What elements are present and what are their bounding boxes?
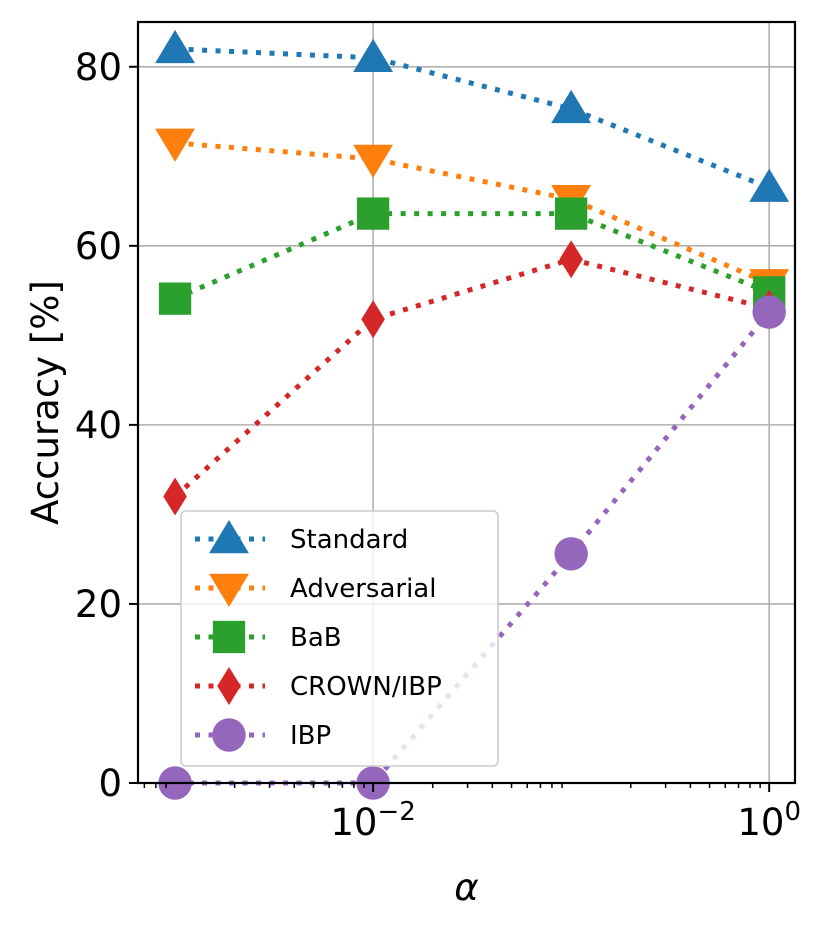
y-tick-label: 80 [75, 46, 122, 89]
data-point [554, 537, 588, 571]
legend-label: BaB [290, 623, 342, 653]
series-standard [155, 29, 790, 202]
series-line [174, 46, 771, 190]
data-point [752, 295, 786, 329]
legend-marker [212, 718, 246, 752]
data-point [559, 240, 583, 279]
data-point [155, 29, 196, 64]
y-axis-label: Accuracy [%] [24, 280, 67, 525]
y-tick-label: 0 [98, 762, 122, 805]
y-tick-label: 20 [75, 583, 122, 626]
legend-label: CROWN/IBP [290, 672, 442, 702]
data-point [551, 89, 592, 124]
legend-box [180, 510, 499, 767]
legend-marker [217, 667, 241, 705]
data-point [361, 300, 385, 339]
legend-marker [209, 573, 249, 607]
legend-label: Adversarial [290, 574, 436, 604]
legend: Standard Adversarial BaB CROWN/IBP IBP [180, 510, 499, 767]
data-point [554, 197, 588, 230]
series-line [173, 256, 770, 499]
legend-item: CROWN/IBP [195, 667, 442, 705]
legend-item: IBP [195, 718, 331, 752]
x-tick-label: 100 [737, 797, 801, 844]
data-point [353, 38, 394, 73]
x-tick-label: 10−2 [330, 797, 415, 844]
y-tick-label: 60 [75, 225, 122, 268]
legend-label: Standard [290, 525, 408, 555]
series-line [174, 140, 771, 286]
legend-item: BaB [195, 620, 342, 654]
data-point [356, 197, 390, 230]
legend-item: Adversarial [195, 573, 436, 607]
x-axis-label: α [454, 866, 478, 909]
data-point [163, 477, 187, 516]
plot-frame [136, 20, 797, 785]
y-tick-label: 40 [75, 404, 122, 447]
data-point [353, 144, 394, 178]
data-point [749, 168, 790, 202]
data-point [155, 128, 196, 162]
legend-label: IBP [290, 721, 331, 751]
series-bab [158, 197, 786, 315]
legend-marker [209, 520, 249, 554]
series-layer [155, 29, 790, 800]
legend-item: Standard [195, 520, 408, 555]
series-line [174, 211, 771, 301]
data-point [158, 282, 192, 315]
axis-ticks: 0 20 40 60 80 10−2 100 [75, 46, 801, 844]
legend-marker [212, 620, 246, 654]
series-crown-ibp [163, 240, 781, 516]
